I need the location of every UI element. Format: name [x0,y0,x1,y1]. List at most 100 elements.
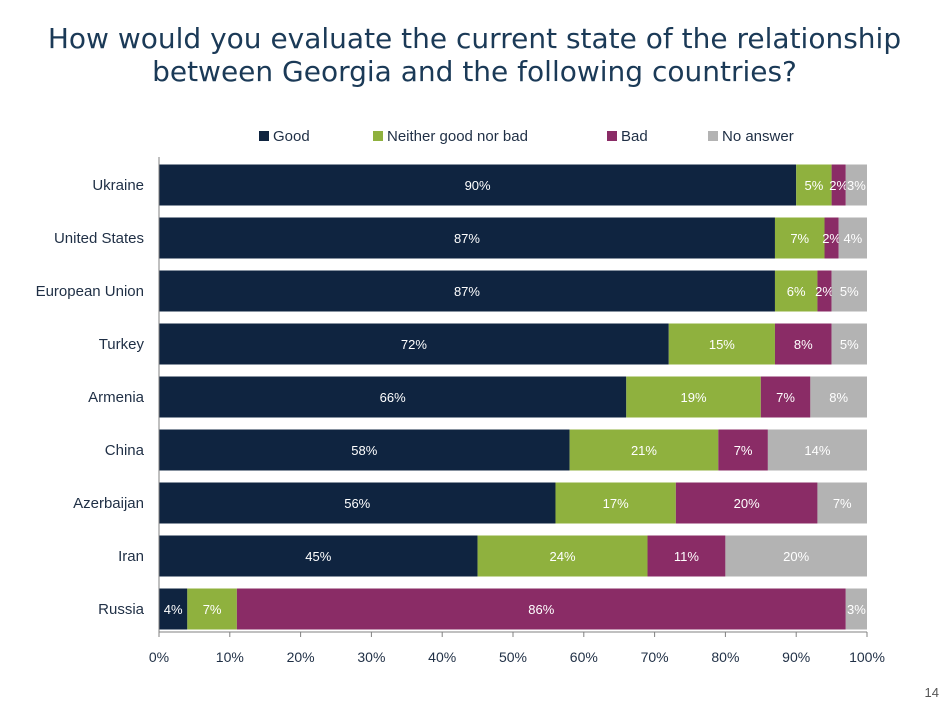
bar-iran-neither-good-nor-bad [477,535,648,577]
data-label-iran-no-answer: 20% [783,549,809,564]
legend-label-neither-good-nor-bad: Neither good nor bad [387,128,528,145]
page-number: 14 [924,685,939,700]
data-label-armenia-neither-good-nor-bad: 19% [681,390,707,405]
bar-ukraine-no-answer [845,164,867,206]
data-label-azerbaijan-good: 56% [344,496,370,511]
data-label-china-bad: 7% [734,443,753,458]
bar-european-union-good [159,270,775,312]
bar-azerbaijan-good [159,482,556,524]
data-label-european-union-no-answer: 5% [840,284,859,299]
bar-united-states-good [159,217,775,259]
data-label-china-no-answer: 14% [804,443,830,458]
legend-label-good: Good [273,128,310,145]
legend-swatch-bad [607,131,617,141]
bar-turkey-good [159,323,669,365]
bar-china-no-answer [767,429,867,471]
data-label-turkey-bad: 8% [794,337,813,352]
data-label-china-good: 58% [351,443,377,458]
bar-russia-bad [236,588,846,630]
data-label-turkey-no-answer: 5% [840,337,859,352]
category-label-azerbaijan: Azerbaijan [73,495,144,512]
x-tick-label: 50% [499,649,527,665]
data-label-armenia-no-answer: 8% [829,390,848,405]
data-label-iran-bad: 11% [674,549,699,564]
bar-armenia-bad [760,376,811,418]
bar-china-bad [718,429,768,471]
bar-russia-no-answer [845,588,867,630]
bar-china-good [159,429,570,471]
data-label-russia-neither-good-nor-bad: 7% [203,602,222,617]
bar-russia-good [159,588,188,630]
chart-title-line-2: between Georgia and the following countr… [152,55,797,88]
bar-turkey-neither-good-nor-bad [668,323,775,365]
data-label-united-states-neither-good-nor-bad: 7% [790,231,809,246]
x-tick-label: 0% [149,649,169,665]
bar-row-azerbaijan: 56% 17% 20% 7% [159,482,867,524]
x-tick-label: 80% [711,649,739,665]
x-tick-label: 20% [287,649,315,665]
legend: Good Neither good nor bad Bad No answer [259,128,794,145]
bar-row-armenia: 66% 19% 7% 8% [159,376,867,418]
x-tick-label: 90% [782,649,810,665]
bar-armenia-good [159,376,627,418]
bar-row-russia: 4% 7% 86% 3% [159,588,867,630]
data-label-iran-neither-good-nor-bad: 24% [550,549,576,564]
data-label-ukraine-bad: 2% [829,178,848,193]
data-label-iran-good: 45% [305,549,331,564]
bar-armenia-no-answer [810,376,867,418]
data-label-russia-no-answer: 3% [847,602,866,617]
bar-united-states-neither-good-nor-bad [774,217,825,259]
data-label-united-states-no-answer: 4% [843,231,862,246]
data-label-russia-good: 4% [164,602,183,617]
category-labels: Ukraine United States European Union Turkey… [36,177,145,618]
category-label-iran: Iran [118,548,144,565]
data-label-european-union-bad: 2% [815,284,834,299]
bar-azerbaijan-bad [675,482,818,524]
x-tick-label: 100% [849,649,885,665]
bar-turkey-bad [774,323,832,365]
bar-turkey-no-answer [831,323,867,365]
bar-azerbaijan-neither-good-nor-bad [555,482,676,524]
x-tick-label: 60% [570,649,598,665]
data-label-turkey-neither-good-nor-bad: 15% [709,337,735,352]
legend-swatch-no-answer [708,131,718,141]
data-label-european-union-neither-good-nor-bad: 6% [787,284,806,299]
legend-label-no-answer: No answer [722,128,794,145]
data-label-armenia-bad: 7% [776,390,795,405]
bar-russia-neither-good-nor-bad [187,588,237,630]
bar-european-union-no-answer [831,270,867,312]
legend-swatch-neither-good-nor-bad [373,131,383,141]
bar-armenia-neither-good-nor-bad [626,376,761,418]
bar-european-union-neither-good-nor-bad [774,270,818,312]
category-label-armenia: Armenia [88,389,145,406]
bar-azerbaijan-no-answer [817,482,867,524]
chart-title-line-1: How would you evaluate the current state… [47,22,902,55]
bar-row-european-union: 87% 6% 2% 5% [159,270,867,312]
bar-ukraine-neither-good-nor-bad [796,164,832,206]
data-label-azerbaijan-bad: 20% [734,496,760,511]
category-label-united-states: United States [54,230,144,247]
data-label-turkey-good: 72% [401,337,427,352]
bar-row-united-states: 87% 7% 2% 4% [159,217,867,259]
data-label-ukraine-good: 90% [465,178,491,193]
data-label-armenia-good: 66% [380,390,406,405]
legend-label-bad: Bad [621,128,648,145]
bar-row-china: 58% 21% 7% 14% [159,429,867,471]
bar-united-states-bad [824,217,839,259]
data-label-azerbaijan-neither-good-nor-bad: 17% [603,496,629,511]
category-label-ukraine: Ukraine [92,177,144,194]
x-tick-label: 70% [641,649,669,665]
x-tick-label: 10% [216,649,244,665]
bar-row-iran: 45% 24% 11% 20% [159,535,867,577]
chart-title: How would you evaluate the current state… [0,22,949,88]
x-tick-label: 40% [428,649,456,665]
bar-iran-good [159,535,478,577]
legend-swatch-good [259,131,269,141]
bar-row-turkey: 72% 15% 8% 5% [159,323,867,365]
bar-iran-no-answer [725,535,867,577]
data-label-azerbaijan-no-answer: 7% [833,496,852,511]
category-label-turkey: Turkey [99,336,145,353]
bars: 90% 5% 2%3%87% 7% 2% 4%87% 6% 2% 5%72% 15% 8% 5%66%… [159,164,867,630]
bar-ukraine-bad [831,164,846,206]
